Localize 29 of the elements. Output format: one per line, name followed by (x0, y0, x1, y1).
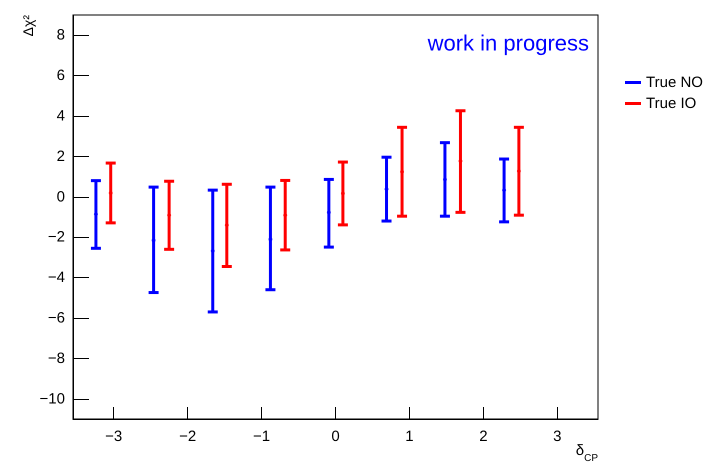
x-axis-title: δ$_{CP}$ (576, 442, 598, 464)
y-tick-label: 4 (56, 108, 65, 124)
x-tick-label: −1 (253, 428, 270, 445)
y-tick-label: 6 (56, 67, 65, 84)
legend-label: True IO (646, 95, 696, 112)
annotation: work in progress (426, 30, 589, 56)
y-tick-label: −2 (48, 228, 65, 246)
y-tick-label: −8 (48, 350, 65, 367)
x-tick-label: −2 (179, 428, 196, 445)
point (340, 191, 345, 196)
x-tick-label: −3 (105, 428, 122, 445)
y-tick-label: 8 (56, 26, 65, 44)
point (152, 238, 156, 242)
y-tick-label: −10 (40, 390, 65, 408)
legend-label: True NO (646, 74, 703, 91)
point (502, 188, 506, 192)
y-tick-label: −6 (48, 310, 65, 326)
y-tick-label: −4 (48, 269, 65, 286)
y-axis-title: Δχ² (20, 14, 36, 36)
point (268, 237, 272, 242)
y-tick-label: 2 (56, 148, 65, 165)
y-tick-label: 0 (56, 188, 65, 206)
point (400, 170, 404, 174)
x-tick-label: 2 (479, 428, 488, 445)
point (167, 213, 172, 218)
point (326, 210, 331, 214)
x-tick-label: 3 (553, 428, 562, 445)
x-tick-label: 1 (405, 428, 414, 445)
x-tick-label: 0 (331, 428, 340, 445)
